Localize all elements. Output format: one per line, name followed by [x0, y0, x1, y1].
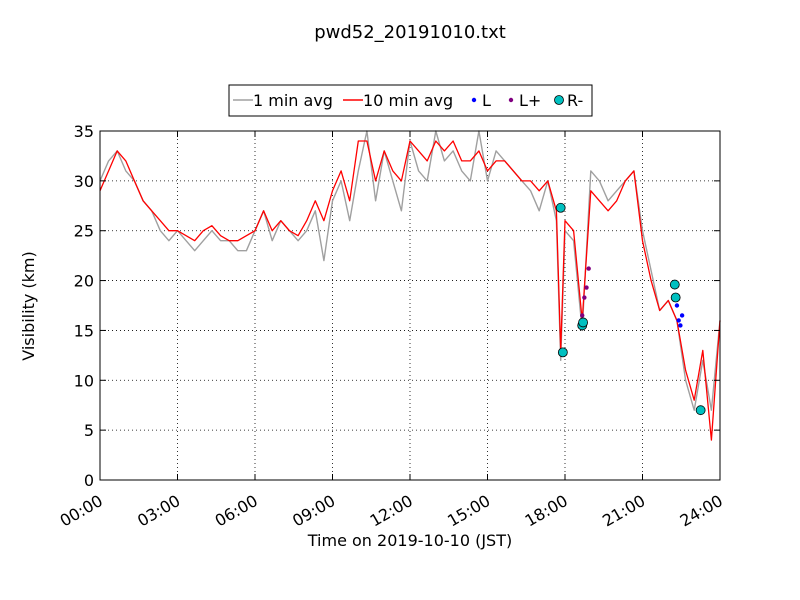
- legend: 1 min avg 10 min avg L L+ R-: [228, 84, 593, 117]
- legend-entry-4: R-: [567, 91, 583, 110]
- legend-swatch-2: [471, 97, 477, 103]
- series-point-4: [669, 279, 680, 290]
- series-line-1: [99, 140, 721, 441]
- y-tick-label: 0: [84, 471, 94, 490]
- series-lines: [99, 130, 721, 441]
- series-point-2: [676, 318, 681, 323]
- y-axis-label: Visibility (km): [19, 251, 38, 360]
- series-point-4: [557, 347, 568, 358]
- series-point-4: [695, 405, 706, 416]
- y-tick-label: 30: [74, 172, 94, 191]
- y-ticks: 0 5 10 15 20 25 30 35: [74, 122, 720, 490]
- legend-box: [228, 84, 593, 117]
- x-axis-label: Time on 2019-10-10 (JST): [307, 531, 512, 550]
- plot-area: 00:00 03:00 06:00 09:00 12:00 15:00 18:00 21:00…: [57, 122, 726, 531]
- y-tick-label: 10: [74, 371, 94, 390]
- y-tick-label: 35: [74, 122, 94, 141]
- y-tick-label: 20: [74, 272, 94, 291]
- series-points: [555, 202, 706, 416]
- y-tick-label: 15: [74, 321, 94, 340]
- series-line-0: [99, 130, 721, 411]
- series-point-4: [578, 317, 588, 328]
- legend-entry-0: 1 min avg: [253, 91, 333, 110]
- legend-entry-1: 10 min avg: [363, 91, 453, 110]
- series-point-2: [678, 323, 683, 328]
- series-point-4: [670, 292, 681, 303]
- y-tick-label: 5: [84, 421, 94, 440]
- axes-background: [100, 131, 720, 480]
- series-point-2: [679, 313, 685, 318]
- legend-swatch-3: [508, 97, 514, 103]
- series-point-4: [555, 202, 566, 213]
- series-point-3: [582, 295, 587, 300]
- series-point-3: [584, 285, 589, 290]
- legend-entry-2: L: [482, 91, 491, 110]
- series-point-2: [674, 303, 680, 308]
- chart-title: pwd52_20191010.txt: [314, 22, 506, 43]
- legend-swatch-4: [554, 95, 564, 105]
- y-tick-label: 25: [74, 222, 94, 241]
- legend-entry-3: L+: [519, 91, 541, 110]
- series-point-3: [586, 266, 591, 271]
- series-point-3: [580, 313, 585, 318]
